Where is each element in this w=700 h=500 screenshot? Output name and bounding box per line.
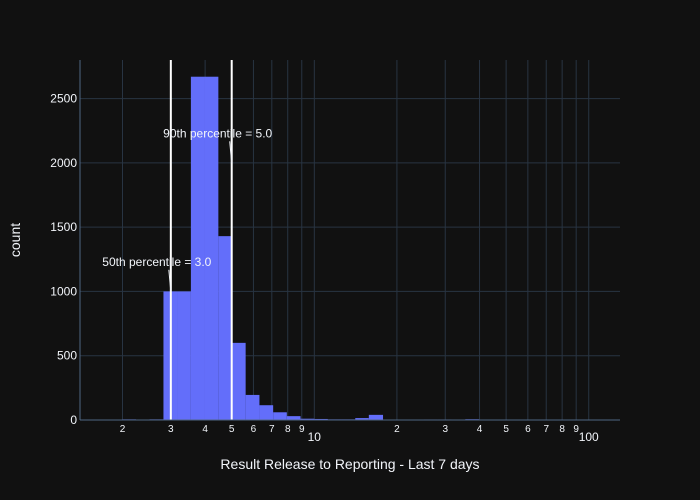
y-axis-title: count	[7, 223, 23, 257]
x-minor-tick-label: 5	[229, 424, 235, 435]
percentile-annotation: 50th percentile = 3.0	[102, 255, 211, 269]
x-minor-tick-label: 2	[394, 424, 400, 435]
histogram-bar	[300, 418, 315, 420]
bars-layer	[80, 76, 617, 420]
annotation-arrow	[168, 269, 172, 292]
x-minor-tick-label: 4	[202, 424, 208, 435]
histogram-bar	[259, 405, 274, 420]
x-minor-tick-label: 3	[168, 424, 174, 435]
histogram-bar	[177, 291, 191, 420]
x-minor-tick-label: 5	[503, 424, 509, 435]
annotations-layer: 50th percentile = 3.0 90th percentile = 5…	[102, 126, 273, 292]
histogram-bar	[273, 412, 287, 420]
y-tick-label: 0	[70, 413, 77, 427]
histogram-bar	[286, 416, 301, 420]
x-major-tick-label: 100	[579, 430, 599, 444]
y-tick-label: 500	[57, 349, 77, 363]
histogram-bar	[368, 414, 384, 420]
annotation-arrow	[229, 141, 233, 163]
percentile-annotation: 90th percentile = 5.0	[163, 126, 272, 140]
histogram-bar	[231, 342, 246, 420]
histogram-bar	[190, 76, 205, 420]
reference-lines-layer	[169, 60, 233, 420]
x-minor-tick-label: 7	[269, 424, 275, 435]
grid-layer	[80, 60, 620, 420]
x-minor-tick-label: 4	[477, 424, 483, 435]
x-axis-title: Result Release to Reporting - Last 7 day…	[220, 456, 479, 472]
x-minor-tick-label: 3	[442, 424, 448, 435]
x-minor-tick-label: 6	[251, 424, 257, 435]
x-minor-tick-label: 9	[299, 424, 305, 435]
x-minor-tick-label: 9	[573, 424, 579, 435]
y-tick-label: 2500	[50, 92, 77, 106]
x-major-tick-label: 10	[308, 430, 322, 444]
y-tick-label: 1000	[50, 284, 77, 298]
histogram-bar	[204, 76, 219, 420]
x-minor-tick-label: 7	[543, 424, 549, 435]
y-tick-label: 2000	[50, 156, 77, 170]
histogram-bar	[245, 394, 260, 420]
x-minor-tick-label: 8	[285, 424, 291, 435]
x-minor-tick-label: 2	[120, 424, 126, 435]
x-minor-tick-label: 8	[559, 424, 565, 435]
y-tick-label: 1500	[50, 220, 77, 234]
histogram-bar	[218, 236, 232, 420]
histogram-bar	[355, 418, 369, 420]
x-minor-tick-label: 6	[525, 424, 531, 435]
histogram-bar	[314, 418, 328, 420]
